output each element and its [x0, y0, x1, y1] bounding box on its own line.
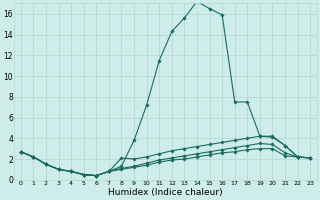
X-axis label: Humidex (Indice chaleur): Humidex (Indice chaleur): [108, 188, 223, 197]
